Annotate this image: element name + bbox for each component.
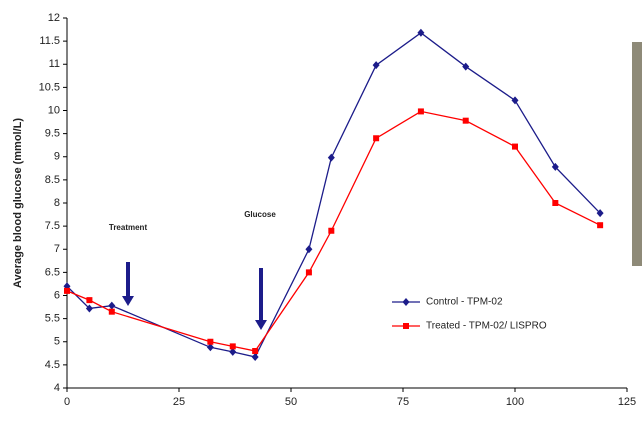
chart: Average blood glucose (mmol/L) 4 4.5 5 5.5 6… xyxy=(0,0,642,416)
y-tick-label: 11 xyxy=(49,58,60,70)
photo-fragment xyxy=(632,42,642,266)
data-point xyxy=(597,222,603,228)
y-tick-label: 7.5 xyxy=(45,220,60,232)
data-point xyxy=(462,63,469,71)
legend-label: Control - TPM-02 xyxy=(426,297,503,308)
annotation: Glucose xyxy=(244,210,276,219)
data-point xyxy=(373,61,380,69)
y-tick-label: 8 xyxy=(54,197,60,209)
y-tick-label: 5.5 xyxy=(45,313,60,325)
data-point xyxy=(252,353,259,361)
data-point xyxy=(305,245,312,253)
data-point xyxy=(418,108,424,114)
y-tick-label: 10 xyxy=(48,104,60,116)
data-point xyxy=(328,154,335,162)
annotation-arrowhead xyxy=(122,296,134,306)
y-tick-label: 4 xyxy=(54,382,60,394)
data-point xyxy=(552,200,558,206)
y-tick-label: 12 xyxy=(48,12,60,24)
data-point xyxy=(109,309,115,315)
y-axis-label: Average blood glucose (mmol/L) xyxy=(12,118,24,288)
x-tick-label: 0 xyxy=(64,396,70,408)
x-tick-label: 75 xyxy=(397,396,409,408)
data-point xyxy=(230,343,236,349)
annotation-arrowhead xyxy=(255,320,267,330)
data-point xyxy=(463,118,469,124)
data-point xyxy=(373,135,379,141)
data-point xyxy=(252,348,258,354)
y-tick-label: 9.5 xyxy=(45,128,60,140)
data-point xyxy=(328,228,334,234)
data-point xyxy=(108,302,115,310)
legend-label: Treated - TPM-02/ LISPRO xyxy=(426,321,547,332)
y-tick-label: 7 xyxy=(54,243,60,255)
x-tick-label: 125 xyxy=(618,396,636,408)
data-point xyxy=(64,288,70,294)
x-tick-label: 100 xyxy=(506,396,524,408)
x-tick-label: 50 xyxy=(285,396,297,408)
data-point xyxy=(86,297,92,303)
y-tick-label: 5 xyxy=(54,336,60,348)
annotation: Treatment xyxy=(109,223,148,232)
x-tick-label: 25 xyxy=(173,396,185,408)
data-point xyxy=(417,29,424,37)
series-line xyxy=(67,33,600,357)
y-tick-label: 9 xyxy=(54,151,60,163)
legend-marker xyxy=(403,323,409,329)
data-point xyxy=(207,339,213,345)
data-point xyxy=(512,144,518,150)
data-point xyxy=(306,269,312,275)
y-tick-label: 6 xyxy=(54,289,60,301)
y-tick-label: 8.5 xyxy=(45,174,60,186)
y-tick-label: 10.5 xyxy=(39,81,60,93)
y-tick-label: 11.5 xyxy=(39,35,60,47)
page: {"chart_data": {"type": "line", "y_label… xyxy=(0,0,642,416)
legend-marker xyxy=(403,298,410,306)
y-tick-label: 6.5 xyxy=(45,266,60,278)
y-tick-label: 4.5 xyxy=(45,359,60,371)
